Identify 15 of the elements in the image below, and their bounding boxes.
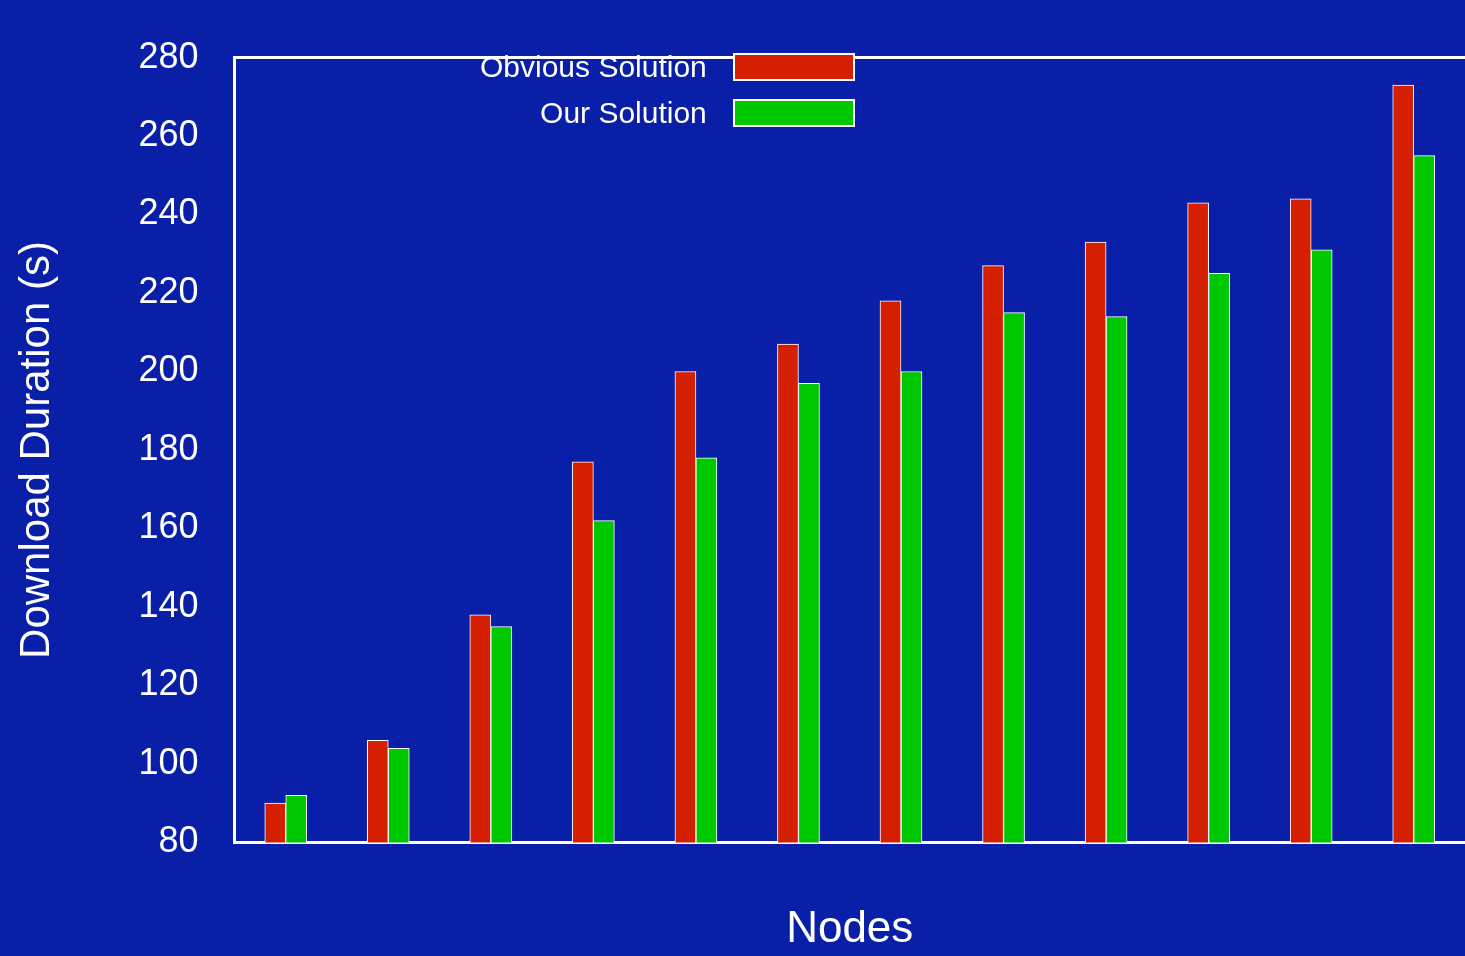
y-tick-label: 100 xyxy=(138,740,199,782)
y-axis-title: Download Duration (s) xyxy=(10,241,58,659)
legend-label: Obvious Solution xyxy=(480,50,707,84)
y-tick-label: 140 xyxy=(138,583,199,625)
y-tick-label: 160 xyxy=(138,505,199,547)
y-tick-label: 120 xyxy=(138,662,199,704)
y-tick-label: 200 xyxy=(138,348,199,390)
y-tick-label: 220 xyxy=(138,269,199,311)
y-tick-label: 260 xyxy=(138,113,199,154)
y-tick-label: 180 xyxy=(138,426,199,468)
y-tick-label: 280 xyxy=(138,34,199,76)
x-axis-title: Nodes xyxy=(786,901,914,951)
y-tick-label: 240 xyxy=(138,191,199,233)
legend-label: Our Solution xyxy=(540,96,707,130)
y-tick-label: 80 xyxy=(158,819,199,861)
